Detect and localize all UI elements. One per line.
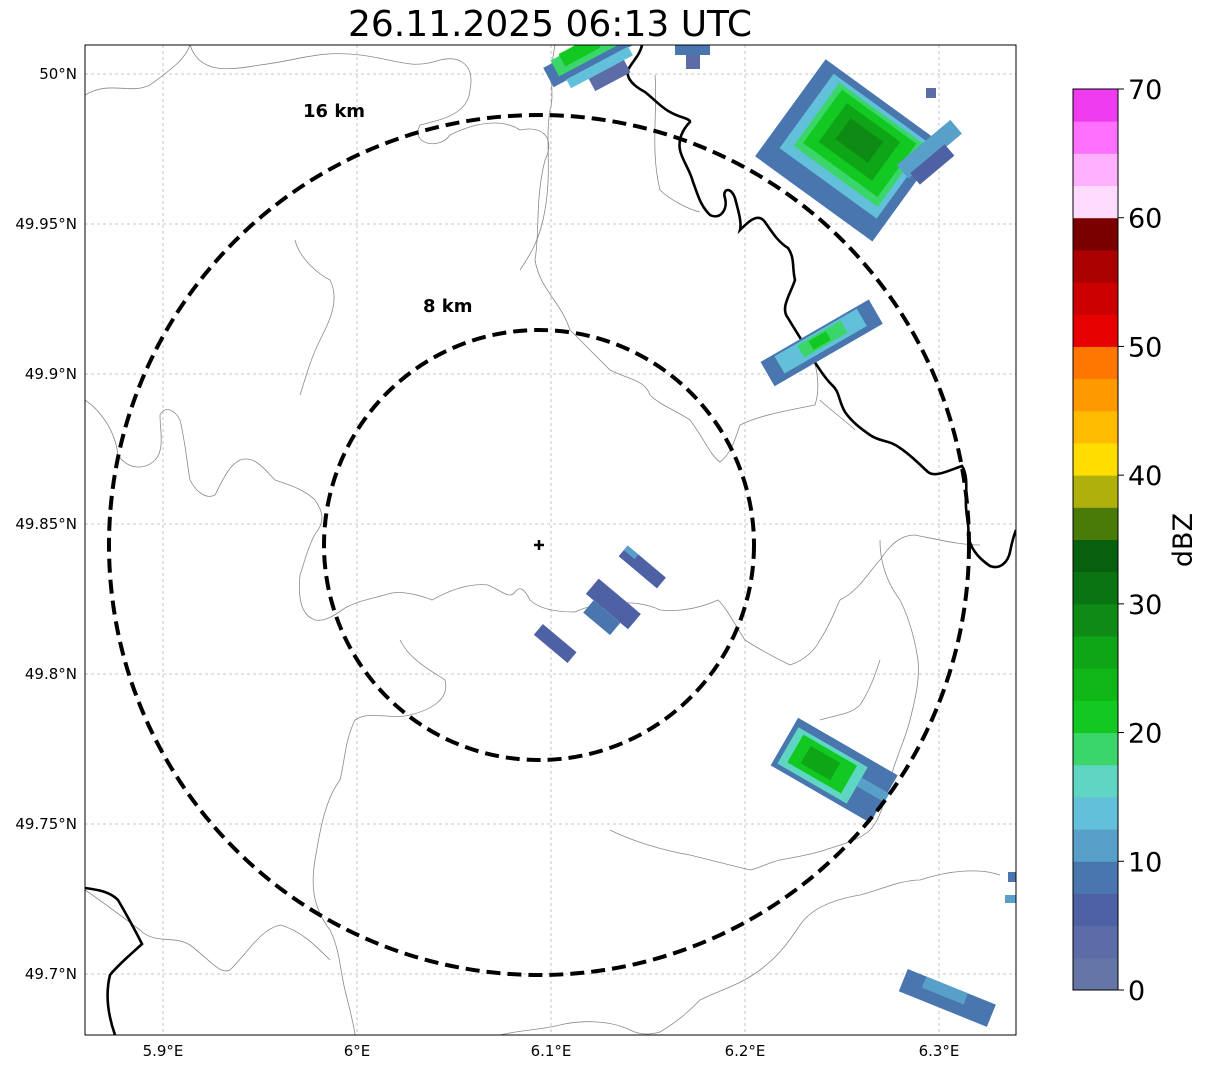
lat-tick-label: 49.75°N — [15, 815, 77, 833]
colorbar-segment — [1073, 732, 1118, 766]
echo-cluster — [755, 59, 943, 242]
lat-tick-labels: 50°N 49.95°N 49.9°N 49.85°N 49.8°N 49.75… — [15, 65, 77, 983]
lon-tick-label: 6°E — [344, 1042, 371, 1060]
colorbar-segment — [1073, 603, 1118, 637]
colorbar-segment — [1073, 346, 1118, 380]
colorbar-tick-label: 40 — [1128, 461, 1162, 492]
colorbar-segment — [1073, 475, 1118, 508]
echo-cluster — [896, 119, 962, 185]
lon-tick-labels: 5.9°E 6°E 6.1°E 6.2°E 6.3°E — [143, 1042, 960, 1060]
colorbar-tick-label: 70 — [1128, 75, 1162, 106]
colorbar-segment — [1073, 282, 1118, 315]
colorbar-tick-label: 0 — [1128, 976, 1145, 1007]
colorbar-segment — [1073, 410, 1118, 444]
colorbar-segment — [1073, 957, 1118, 991]
colorbar-segment — [1073, 442, 1118, 476]
lat-tick-label: 49.85°N — [15, 515, 77, 533]
admin-boundaries — [85, 45, 1001, 1035]
colorbar-segment — [1073, 893, 1118, 927]
colorbar-frame — [1072, 88, 1119, 991]
echo-cluster — [583, 578, 641, 636]
chart-title: 26.11.2025 06:13 UTC — [347, 4, 753, 45]
colorbar-tick-label: 60 — [1128, 204, 1162, 235]
lat-tick-label: 49.8°N — [25, 665, 77, 683]
echo-cluster — [770, 717, 898, 823]
plus-icon — [534, 540, 544, 550]
echo-cluster — [760, 299, 883, 387]
colorbar-label: dBZ — [1168, 513, 1199, 567]
colorbar-segment — [1073, 668, 1118, 701]
lon-tick-label: 5.9°E — [143, 1042, 184, 1060]
colorbar-segment — [1073, 539, 1118, 573]
colorbar-segment — [1073, 636, 1118, 669]
lat-tick-label: 49.95°N — [15, 215, 77, 233]
range-ring-label: 16 km — [303, 101, 365, 122]
colorbar-ticks: 0 10 20 30 40 50 60 70 — [1118, 75, 1162, 1007]
lon-tick-label: 6.1°E — [531, 1042, 572, 1060]
colorbar-segment — [1073, 185, 1118, 219]
range-ring-16km — [107, 113, 971, 977]
lon-tick-label: 6.2°E — [725, 1042, 766, 1060]
colorbar-segment — [1073, 861, 1118, 894]
colorbar-segment — [1073, 249, 1118, 283]
colorbar — [1073, 89, 1118, 991]
colorbar-segment — [1073, 829, 1118, 862]
range-ring-label: 8 km — [423, 296, 473, 317]
colorbar-segment — [1073, 571, 1118, 605]
colorbar-segment — [1073, 153, 1118, 187]
colorbar-segment — [1073, 217, 1118, 251]
lon-tick-label: 6.3°E — [919, 1042, 960, 1060]
radar-echoes — [533, 45, 1016, 1027]
echo-cluster — [898, 969, 996, 1027]
colorbar-segment — [1073, 764, 1118, 798]
colorbar-segment — [1073, 925, 1118, 959]
echo-cluster — [543, 45, 638, 92]
colorbar-tick-label: 50 — [1128, 332, 1162, 363]
colorbar-segment — [1073, 507, 1118, 540]
colorbar-segment — [1073, 378, 1118, 412]
lat-tick-label: 49.9°N — [25, 365, 77, 383]
lat-tick-label: 50°N — [39, 65, 77, 83]
colorbar-segment — [1073, 121, 1118, 154]
colorbar-segment — [1073, 314, 1118, 347]
echo-cluster — [618, 545, 666, 589]
range-rings — [107, 113, 971, 977]
range-ring-8km — [322, 328, 756, 762]
colorbar-tick-label: 30 — [1128, 590, 1162, 621]
colorbar-segment — [1073, 700, 1118, 734]
colorbar-tick-label: 10 — [1128, 847, 1162, 878]
map-frame — [84, 44, 1017, 1036]
echo-cluster — [533, 624, 577, 664]
colorbar-segment — [1073, 796, 1118, 830]
colorbar-segment — [1073, 89, 1118, 122]
colorbar-tick-label: 20 — [1128, 719, 1162, 750]
lat-tick-label: 49.7°N — [25, 965, 77, 983]
